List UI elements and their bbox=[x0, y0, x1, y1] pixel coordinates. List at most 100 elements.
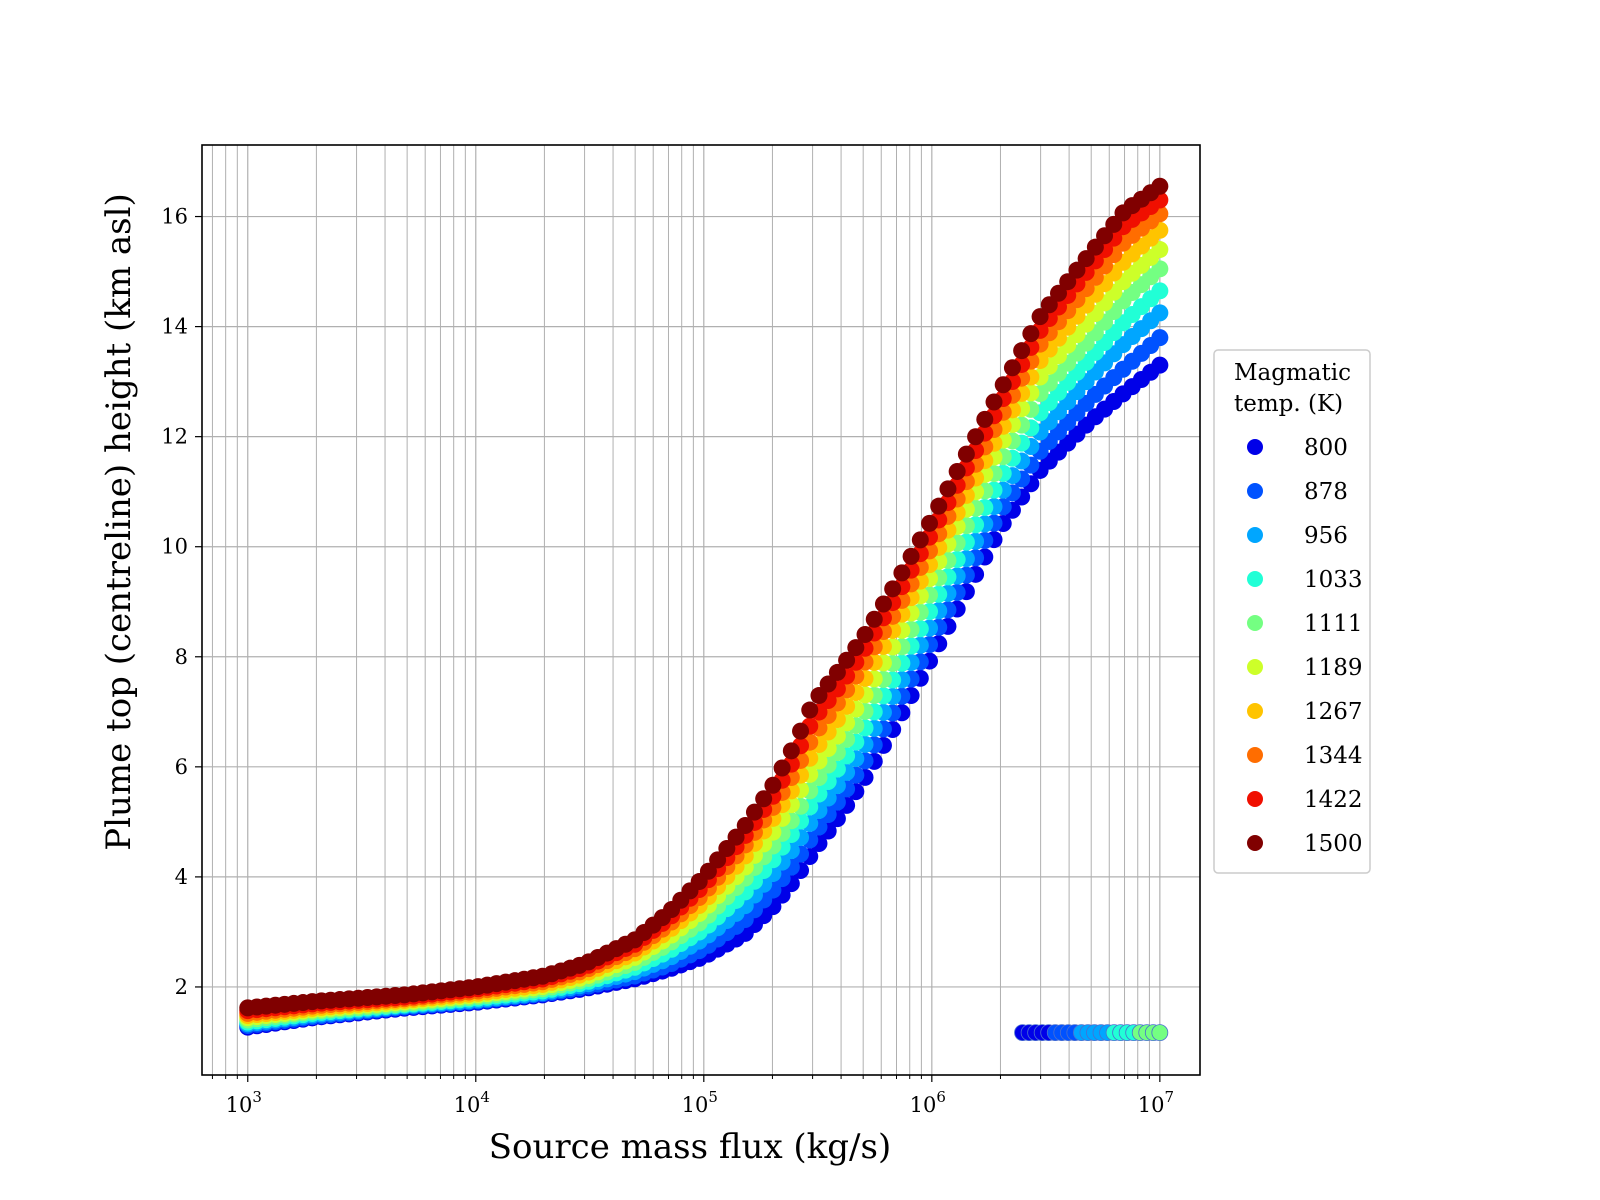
legend-label: 1111 bbox=[1304, 611, 1363, 637]
data-point bbox=[819, 675, 837, 693]
legend-label: 800 bbox=[1304, 435, 1348, 461]
data-point bbox=[727, 828, 745, 846]
data-point bbox=[745, 803, 763, 821]
data-point bbox=[884, 580, 902, 598]
x-axis-ticks: 103 104 105 106 107 bbox=[211, 1075, 1174, 1117]
data-point bbox=[967, 428, 985, 446]
data-point bbox=[948, 462, 966, 480]
data-point bbox=[1151, 241, 1169, 259]
legend-title-line2: temp. (K) bbox=[1234, 391, 1343, 417]
data-point bbox=[1151, 177, 1169, 195]
data-point bbox=[994, 376, 1012, 394]
legend-label: 878 bbox=[1304, 479, 1348, 505]
x-tick-label: 103 bbox=[226, 1088, 262, 1117]
data-point bbox=[1086, 238, 1104, 256]
legend-frame bbox=[1213, 349, 1371, 874]
data-point bbox=[801, 701, 819, 719]
data-point bbox=[902, 547, 920, 565]
offset-band-points bbox=[1014, 1024, 1169, 1042]
data-point bbox=[782, 742, 800, 760]
data-point bbox=[1068, 261, 1086, 279]
y-axis-ticks: 2 4 6 8 10 12 14 16 bbox=[161, 205, 202, 999]
legend-marker bbox=[1247, 439, 1263, 455]
legend-items: 800 878 956 1033 1111 1189 1267 1344 1422 1500 bbox=[1247, 435, 1363, 857]
legend-item: 1344 bbox=[1247, 743, 1363, 769]
data-point bbox=[976, 410, 994, 428]
legend-item: 1422 bbox=[1247, 787, 1363, 813]
legend-marker bbox=[1247, 703, 1263, 719]
legend-label: 1267 bbox=[1304, 699, 1363, 725]
x-tick-exponent: 4 bbox=[480, 1088, 490, 1106]
data-point bbox=[893, 564, 911, 582]
y-axis-label: Plume top (centreline) height (km asl) bbox=[99, 193, 139, 851]
legend-item: 1267 bbox=[1247, 699, 1363, 725]
legend-item: 1189 bbox=[1247, 655, 1363, 681]
data-point bbox=[874, 595, 892, 613]
x-axis-label: Source mass flux (kg/s) bbox=[489, 1127, 891, 1167]
legend-label: 956 bbox=[1304, 523, 1348, 549]
data-point bbox=[1059, 273, 1077, 291]
legend: Magmatic temp. (K) 800 878 956 1033 1111 1189… bbox=[1213, 349, 1371, 874]
data-point bbox=[1151, 304, 1169, 322]
x-tick-label: 107 bbox=[1138, 1088, 1174, 1117]
data-point bbox=[1105, 215, 1123, 233]
y-tick-label: 4 bbox=[175, 865, 188, 889]
data-point bbox=[1151, 329, 1169, 347]
legend-item: 1500 bbox=[1247, 831, 1363, 857]
legend-label: 1500 bbox=[1304, 831, 1363, 857]
legend-title-line1: Magmatic bbox=[1234, 360, 1351, 386]
data-point bbox=[699, 862, 717, 880]
legend-marker bbox=[1247, 527, 1263, 543]
legend-marker bbox=[1247, 615, 1263, 631]
data-point bbox=[865, 610, 883, 628]
data-point bbox=[709, 851, 727, 869]
data-point bbox=[764, 776, 782, 794]
y-tick-label: 16 bbox=[161, 205, 188, 229]
data-point bbox=[847, 639, 865, 657]
scatter-points bbox=[239, 177, 1169, 1042]
legend-label: 1422 bbox=[1304, 787, 1363, 813]
data-point bbox=[1151, 1024, 1169, 1042]
data-point bbox=[755, 790, 773, 808]
data-point bbox=[1031, 308, 1049, 326]
data-point bbox=[1096, 227, 1114, 245]
data-point bbox=[1022, 325, 1040, 343]
data-point bbox=[856, 625, 874, 643]
legend-label: 1344 bbox=[1304, 743, 1363, 769]
data-point bbox=[1013, 342, 1031, 360]
data-point bbox=[939, 480, 957, 498]
legend-marker bbox=[1247, 571, 1263, 587]
data-point bbox=[1151, 260, 1169, 278]
data-point bbox=[736, 816, 754, 834]
data-point bbox=[810, 687, 828, 705]
y-tick-label: 2 bbox=[175, 975, 188, 999]
data-point bbox=[930, 497, 948, 515]
legend-item: 956 bbox=[1247, 523, 1348, 549]
legend-item: 878 bbox=[1247, 479, 1348, 505]
data-point bbox=[773, 759, 791, 777]
y-tick-label: 14 bbox=[161, 315, 188, 339]
data-point bbox=[921, 514, 939, 532]
x-tick-label: 106 bbox=[910, 1088, 946, 1117]
data-point bbox=[718, 839, 736, 857]
data-point bbox=[838, 651, 856, 669]
legend-label: 1033 bbox=[1304, 567, 1363, 593]
series-1500 bbox=[239, 177, 1169, 1017]
x-tick-label: 105 bbox=[682, 1088, 718, 1117]
legend-marker bbox=[1247, 791, 1263, 807]
x-tick-exponent: 3 bbox=[252, 1088, 262, 1106]
data-point bbox=[1151, 282, 1169, 300]
x-tick-exponent: 5 bbox=[708, 1088, 718, 1106]
x-tick-exponent: 7 bbox=[1164, 1088, 1174, 1106]
data-point bbox=[957, 445, 975, 463]
data-point bbox=[911, 531, 929, 549]
x-tick-label: 104 bbox=[454, 1088, 490, 1117]
data-point bbox=[1040, 296, 1058, 314]
y-tick-label: 6 bbox=[175, 755, 188, 779]
data-point bbox=[1151, 356, 1169, 374]
y-tick-label: 8 bbox=[175, 645, 188, 669]
data-point bbox=[1050, 284, 1068, 302]
legend-marker bbox=[1247, 835, 1263, 851]
legend-item: 800 bbox=[1247, 435, 1348, 461]
